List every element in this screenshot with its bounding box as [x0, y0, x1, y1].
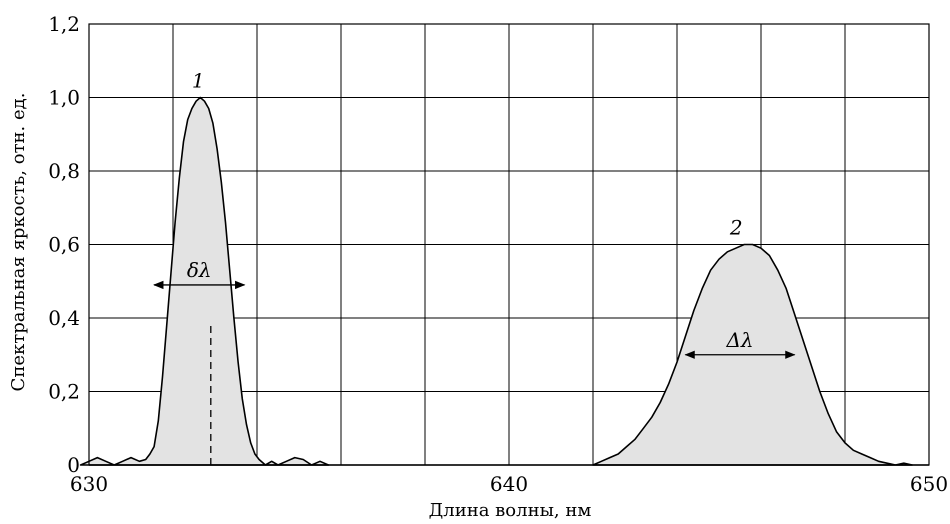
y-tick-label: 1,0: [48, 86, 80, 110]
width1-label: δλ: [187, 258, 212, 282]
y-tick-label: 1,2: [48, 12, 80, 36]
annotations: 1 2 δλ Δλ: [153, 69, 796, 465]
y-tick-label: 0,8: [48, 159, 80, 183]
y-tick-label: 0,6: [48, 233, 80, 257]
width2-label: Δλ: [725, 328, 753, 352]
x-tick-label: 650: [910, 472, 948, 496]
y-tick-label: 0,4: [48, 306, 80, 330]
x-tick-labels: 630 640 650: [70, 472, 948, 496]
x-tick-label: 640: [490, 472, 528, 496]
y-tick-label: 0: [67, 453, 80, 477]
peak1-label: 1: [192, 69, 205, 93]
y-tick-labels: 0 0,2 0,4 0,6 0,8 1,0 1,2: [48, 12, 80, 477]
x-axis-label: Длина волны, нм: [429, 500, 592, 521]
y-tick-label: 0,2: [48, 380, 80, 404]
peak2-label: 2: [729, 216, 743, 240]
y-axis-label: Спектральная яркость, отн. ед.: [8, 93, 29, 392]
plot-frame: [88, 23, 930, 466]
x-tick-label: 630: [70, 472, 108, 496]
